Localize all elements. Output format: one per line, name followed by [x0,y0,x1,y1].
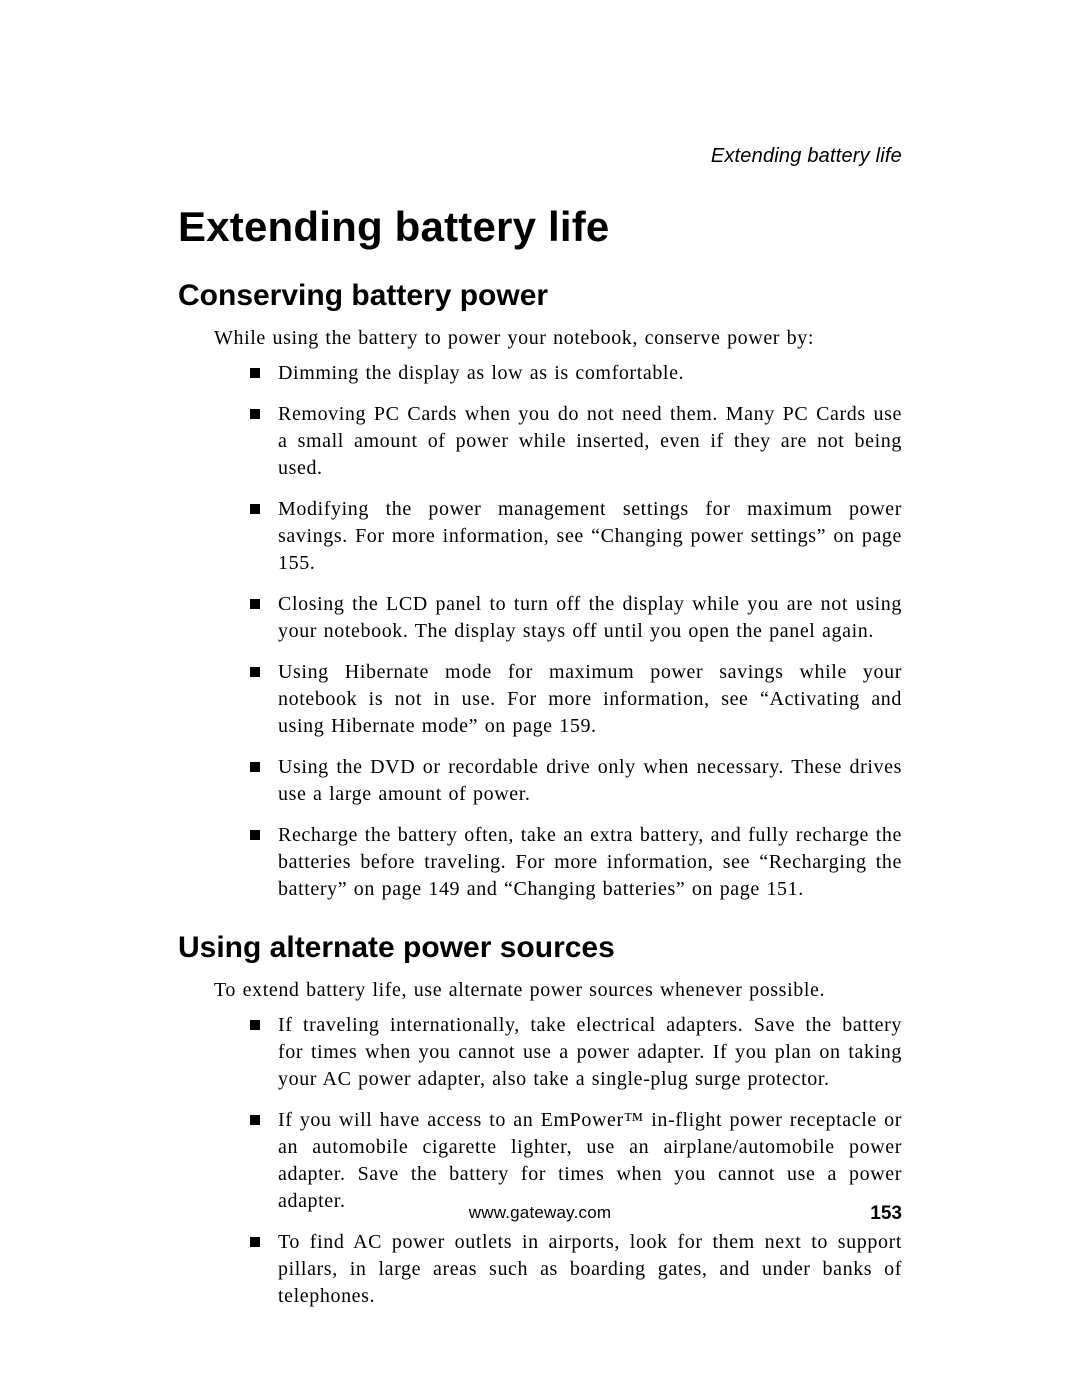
footer-url: www.gateway.com [0,1203,1080,1223]
document-page: Extending battery life Extending battery… [0,0,1080,1397]
section-intro: While using the battery to power your no… [214,327,902,350]
list-item: Dimming the display as low as is comfort… [250,360,902,387]
list-item: If traveling internationally, take elect… [250,1012,902,1093]
bullet-list: If traveling internationally, take elect… [178,1012,902,1310]
list-item: Modifying the power management settings … [250,496,902,577]
list-item: Closing the LCD panel to turn off the di… [250,591,902,645]
list-item: To find AC power outlets in airports, lo… [250,1229,902,1310]
section-heading: Using alternate power sources [178,931,902,965]
list-item: Recharge the battery often, take an extr… [250,822,902,903]
page-number: 153 [870,1203,902,1225]
section-intro: To extend battery life, use alternate po… [214,979,902,1002]
section-heading: Conserving battery power [178,279,902,313]
list-item: Using Hibernate mode for maximum power s… [250,659,902,740]
bullet-list: Dimming the display as low as is comfort… [178,360,902,903]
list-item: Removing PC Cards when you do not need t… [250,401,902,482]
running-head: Extending battery life [711,145,902,168]
page-title: Extending battery life [178,203,902,251]
list-item: Using the DVD or recordable drive only w… [250,754,902,808]
list-item: If you will have access to an EmPower™ i… [250,1107,902,1215]
